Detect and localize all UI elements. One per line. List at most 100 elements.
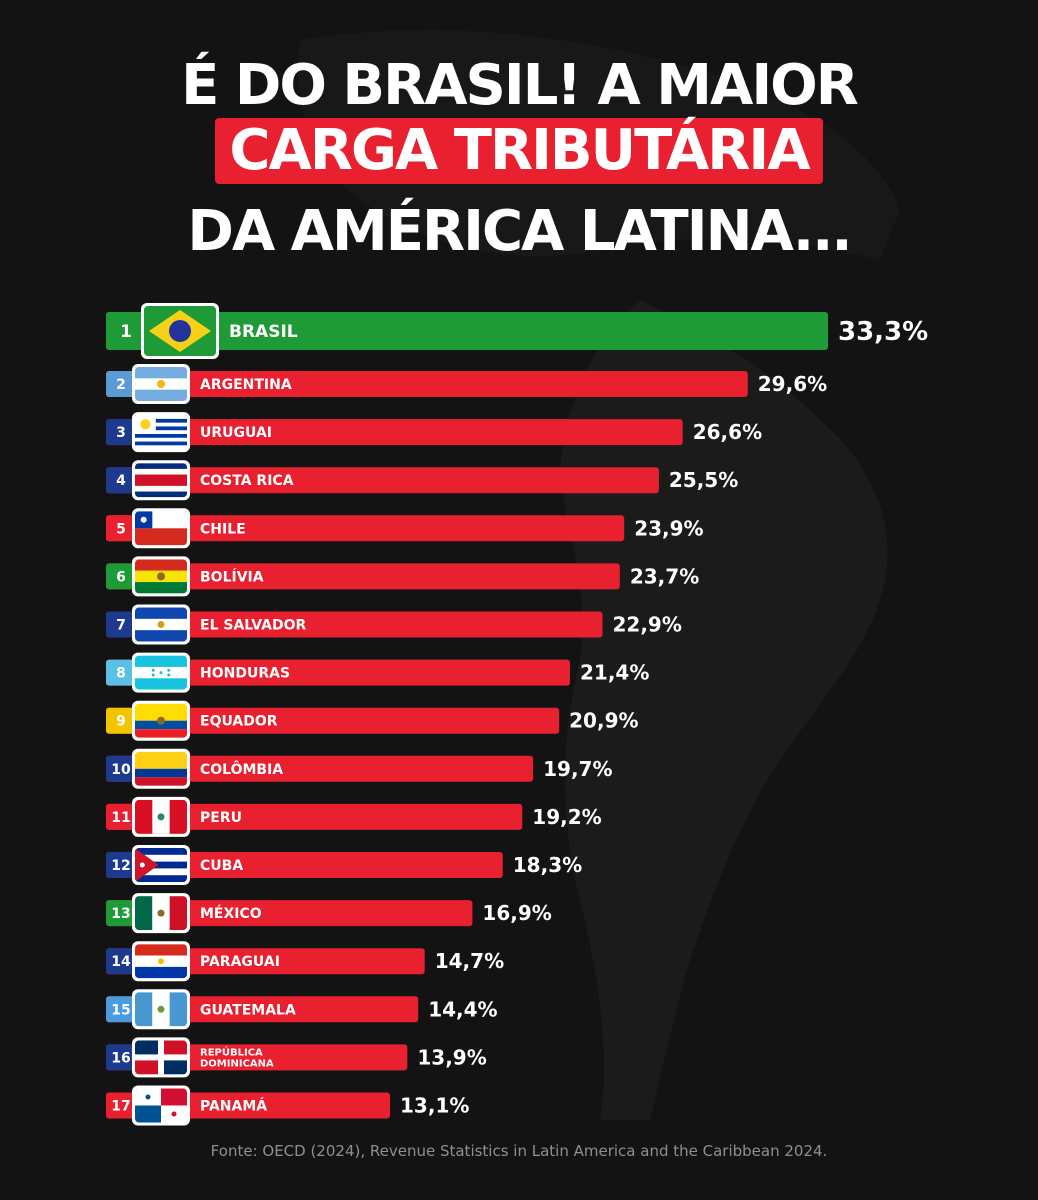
rank-badge	[106, 803, 140, 830]
value-label: 14,4%	[428, 997, 497, 1021]
value-label: 21,4%	[580, 661, 649, 685]
bar	[106, 900, 473, 927]
rank-label: 6	[116, 569, 126, 585]
rank-badge	[106, 996, 140, 1023]
bar	[106, 803, 523, 830]
category-label: PERU	[200, 810, 242, 826]
bar-row: 5 CHILE 23,9%	[106, 508, 704, 549]
rank-badge	[106, 611, 140, 638]
rank-label: 7	[116, 618, 126, 634]
bar	[106, 707, 560, 734]
value-label: 13,9%	[417, 1045, 486, 1069]
rank-label: 16	[111, 1050, 130, 1066]
source-note: Fonte: OECD (2024), Revenue Statistics i…	[210, 1142, 828, 1160]
rank-label: 10	[111, 762, 131, 778]
value-label: 18,3%	[513, 853, 582, 877]
category-label: CUBA	[200, 858, 243, 874]
value-label: 19,7%	[543, 757, 612, 781]
paraguay-flag	[132, 941, 190, 982]
mexico-flag	[132, 893, 190, 934]
dominican-republic-flag	[132, 1037, 190, 1078]
rank-label: 11	[111, 810, 130, 826]
category-label: GUATEMALA	[200, 1002, 296, 1018]
rank-label: 13	[111, 906, 130, 922]
cuba-flag	[132, 845, 190, 885]
value-label: 16,9%	[482, 901, 551, 925]
rank-label: 1	[120, 322, 132, 342]
panama-flag	[132, 1085, 190, 1126]
el-salvador-flag	[132, 604, 190, 645]
rank-label: 2	[116, 377, 126, 393]
rank-badge	[106, 852, 140, 878]
rank-badge	[106, 707, 140, 734]
category-label: BOLÍVIA	[200, 568, 264, 585]
rank-badge	[106, 755, 140, 782]
rank-badge	[106, 1044, 140, 1071]
uruguay-flag	[132, 412, 190, 453]
bar-row: 14 PARAGUAI 14,7%	[106, 941, 504, 982]
rank-label: 15	[111, 1002, 130, 1018]
bar	[106, 755, 534, 782]
value-label: 23,7%	[630, 564, 699, 588]
value-label: 22,9%	[613, 613, 682, 637]
bar-row: 10 COLÔMBIA 19,7%	[106, 748, 613, 789]
rank-badge	[106, 948, 140, 975]
bolivia-flag	[132, 556, 190, 597]
bar-row: 7 EL SALVADOR 22,9%	[106, 604, 682, 645]
rank-label: 4	[116, 473, 126, 489]
bar-row: 15 GUATEMALA 14,4%	[106, 989, 498, 1030]
value-label: 19,2%	[532, 805, 601, 829]
value-label: 29,6%	[758, 372, 827, 396]
bar-row: 8 HONDURAS 21,4%	[106, 652, 649, 693]
value-label: 23,9%	[634, 516, 703, 540]
category-label: REPÚBLICA	[200, 1045, 263, 1058]
honduras-flag	[132, 652, 190, 693]
category-label: EQUADOR	[200, 714, 278, 730]
rank-badge	[106, 419, 140, 446]
brazil-flag	[141, 303, 219, 359]
value-label: 26,6%	[693, 420, 762, 444]
rank-label: 17	[111, 1099, 130, 1115]
guatemala-flag	[132, 989, 190, 1030]
title-line-3: DA AMÉRICA LATINA...	[187, 199, 852, 264]
category-label: DOMINICANA	[200, 1058, 274, 1069]
category-label: HONDURAS	[200, 666, 290, 682]
peru-flag	[132, 796, 190, 837]
bar-row: 4 COSTA RICA 25,5%	[106, 460, 738, 501]
value-label: 33,3%	[838, 317, 928, 347]
bar-row: 13 MÉXICO 16,9%	[106, 893, 552, 934]
rank-badge	[106, 1092, 140, 1119]
bar	[106, 419, 683, 446]
rank-badge	[106, 371, 140, 397]
category-label: MÉXICO	[200, 905, 262, 922]
category-label: PANAMÁ	[200, 1098, 267, 1115]
rank-badge	[106, 900, 140, 927]
bar	[106, 659, 570, 686]
category-label: COLÔMBIA	[200, 760, 283, 778]
ecuador-flag	[132, 700, 190, 741]
bar	[106, 852, 503, 878]
category-label: CHILE	[200, 521, 246, 537]
bar-row: 3 URUGUAI 26,6%	[106, 412, 762, 453]
chile-flag	[132, 508, 190, 549]
category-label: EL SALVADOR	[200, 618, 307, 634]
rank-label: 14	[111, 954, 131, 970]
rank-badge	[106, 312, 142, 350]
bar-row: 9 EQUADOR 20,9%	[106, 700, 639, 741]
bar-row: 2 ARGENTINA 29,6%	[106, 364, 827, 404]
rank-badge	[106, 659, 140, 686]
bar	[106, 312, 828, 350]
rank-badge	[106, 467, 140, 494]
rank-label: 8	[116, 666, 126, 682]
bar	[106, 467, 659, 494]
bar-row: 11 PERU 19,2%	[106, 796, 602, 837]
category-label: BRASIL	[229, 322, 298, 342]
title-line-1: É DO BRASIL! A MAIOR	[181, 53, 859, 118]
rank-badge	[106, 515, 140, 542]
argentina-flag	[132, 364, 190, 404]
category-label: PARAGUAI	[200, 954, 280, 970]
rank-label: 3	[116, 425, 126, 441]
bar	[106, 611, 603, 638]
